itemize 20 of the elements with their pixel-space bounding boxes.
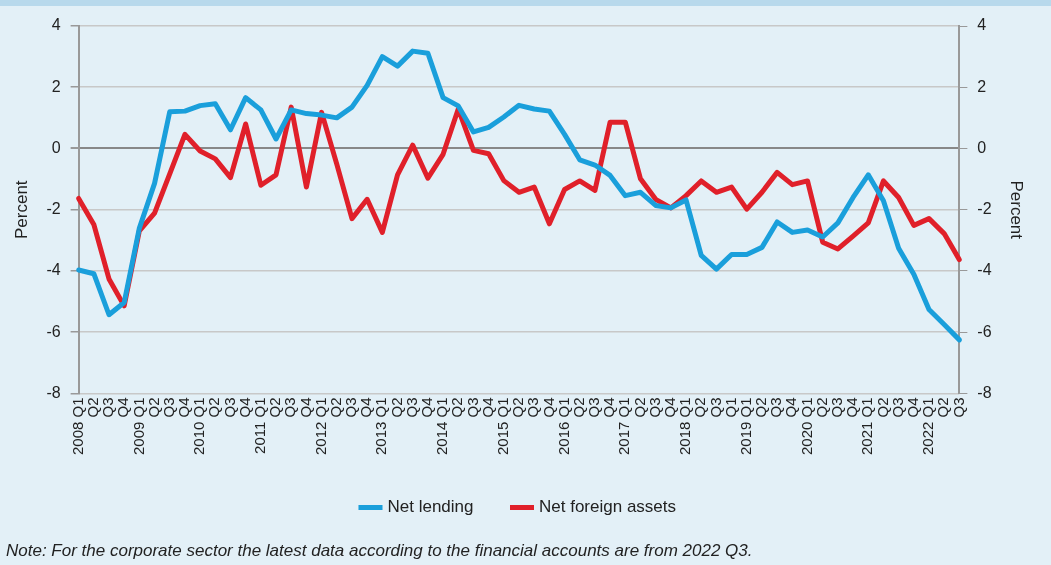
y-tick-label: -4 xyxy=(46,261,61,279)
y2-axis-title: Percent xyxy=(1007,180,1027,240)
y-tick-label: 0 xyxy=(51,138,61,156)
legend-label: Net foreign assets xyxy=(539,497,677,517)
legend-label: Net lending xyxy=(387,497,474,517)
y-tick-label: -2 xyxy=(46,200,61,218)
y2-tick-label: -2 xyxy=(977,200,992,218)
x-tick-label: 2008 Q1 xyxy=(68,397,86,455)
y-tick-label: -8 xyxy=(46,383,61,401)
y-tick-label: -6 xyxy=(46,322,61,340)
y2-tick-label: -4 xyxy=(977,261,992,279)
y2-tick-label: -6 xyxy=(977,322,992,340)
y-tick-label: 4 xyxy=(51,16,61,34)
text: Note: For the corporate sector the latest data according to the financial accounts are from 2022 Q3. xyxy=(6,541,753,561)
y2-tick-label: -8 xyxy=(977,383,992,401)
y2-tick-label: 2 xyxy=(977,77,987,95)
y-tick-label: 2 xyxy=(51,77,61,95)
y2-tick-label: 4 xyxy=(977,16,987,34)
y-axis-title: Percent xyxy=(11,180,31,240)
y2-tick-label: 0 xyxy=(977,138,987,156)
